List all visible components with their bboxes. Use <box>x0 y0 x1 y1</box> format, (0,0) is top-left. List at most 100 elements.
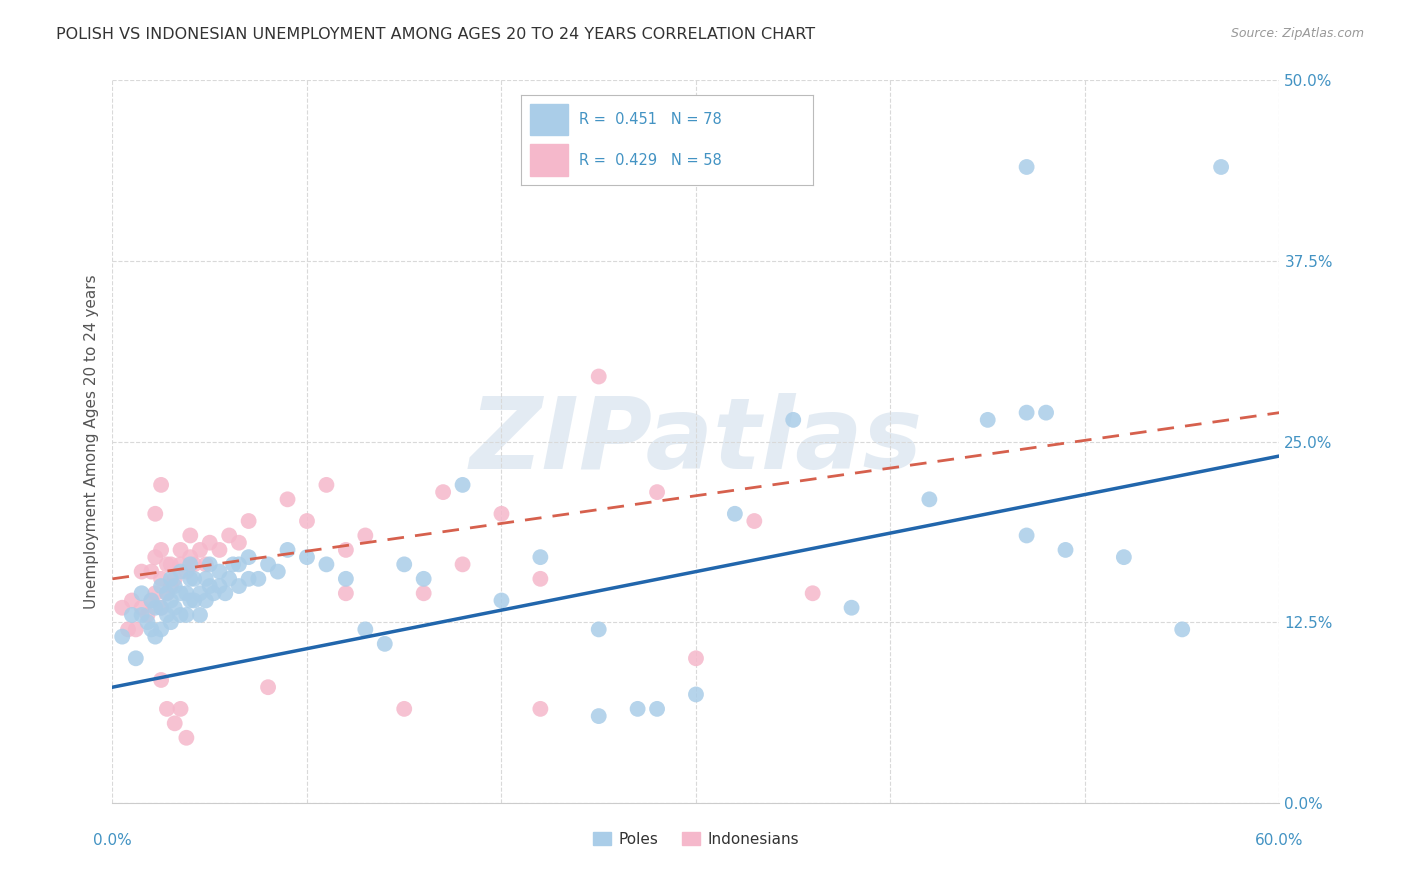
Point <box>143 586 166 600</box>
Point <box>111 630 134 644</box>
Point <box>150 623 173 637</box>
Point <box>160 593 183 607</box>
Point <box>194 558 217 572</box>
Point <box>782 413 804 427</box>
Point <box>238 550 260 565</box>
Point <box>163 600 186 615</box>
Point <box>156 586 179 600</box>
Point <box>160 572 183 586</box>
Point <box>218 572 240 586</box>
Point <box>179 558 201 572</box>
Point <box>208 579 231 593</box>
Point <box>354 623 377 637</box>
Point <box>156 558 179 572</box>
Point <box>131 586 153 600</box>
Point <box>685 687 707 701</box>
Point <box>150 542 173 557</box>
Point <box>183 558 205 572</box>
Point <box>412 586 434 600</box>
Point <box>1015 406 1038 420</box>
Point <box>202 586 225 600</box>
Point <box>194 593 217 607</box>
Point <box>315 478 337 492</box>
Point <box>374 637 396 651</box>
Point <box>136 615 159 630</box>
Point <box>1171 623 1194 637</box>
Point <box>111 600 134 615</box>
Point <box>121 607 143 622</box>
Point <box>141 623 163 637</box>
Point <box>976 413 998 427</box>
Point <box>125 651 148 665</box>
Point <box>1015 528 1038 542</box>
Point <box>169 702 191 716</box>
Point <box>160 615 183 630</box>
Point <box>156 586 179 600</box>
Point <box>801 586 824 600</box>
Y-axis label: Unemployment Among Ages 20 to 24 years: Unemployment Among Ages 20 to 24 years <box>83 274 98 609</box>
Point <box>432 485 454 500</box>
Point <box>276 542 298 557</box>
Point <box>188 542 211 557</box>
Point <box>228 579 250 593</box>
Point <box>176 586 198 600</box>
Point <box>724 507 747 521</box>
Point <box>121 593 143 607</box>
Point <box>188 586 211 600</box>
Point <box>394 558 416 572</box>
Point <box>335 586 357 600</box>
Point <box>169 558 191 572</box>
Point <box>179 593 201 607</box>
Point <box>228 535 250 549</box>
Point <box>529 550 551 565</box>
Point <box>295 514 318 528</box>
Point <box>131 607 153 622</box>
Legend: Poles, Indonesians: Poles, Indonesians <box>586 826 806 853</box>
Point <box>198 558 221 572</box>
Point <box>183 572 205 586</box>
Point <box>194 572 217 586</box>
Text: 60.0%: 60.0% <box>1256 833 1303 848</box>
Point <box>163 716 186 731</box>
Point <box>169 586 191 600</box>
Point <box>141 593 163 607</box>
Point <box>176 607 198 622</box>
Point <box>841 600 863 615</box>
Point <box>169 565 191 579</box>
Point <box>588 709 610 723</box>
Point <box>150 600 173 615</box>
Point <box>169 607 191 622</box>
Point <box>257 558 280 572</box>
Point <box>1035 406 1057 420</box>
Point <box>529 702 551 716</box>
Point <box>179 550 201 565</box>
Point <box>1054 542 1077 557</box>
Point <box>238 572 260 586</box>
Point <box>1015 160 1038 174</box>
Point <box>208 542 231 557</box>
Point <box>451 478 474 492</box>
Point <box>131 600 153 615</box>
Point <box>491 593 513 607</box>
Point <box>627 702 650 716</box>
Point <box>136 607 159 622</box>
Point <box>143 550 166 565</box>
Point <box>335 542 357 557</box>
Text: ZIPatlas: ZIPatlas <box>470 393 922 490</box>
Point <box>588 369 610 384</box>
Point <box>491 507 513 521</box>
Point <box>451 558 474 572</box>
Point <box>179 572 201 586</box>
Point <box>198 579 221 593</box>
Point <box>163 579 186 593</box>
Point <box>394 702 416 716</box>
Point <box>131 565 153 579</box>
Point <box>529 572 551 586</box>
Point <box>412 572 434 586</box>
Point <box>228 558 250 572</box>
Point <box>169 542 191 557</box>
Point <box>354 528 377 542</box>
Point <box>218 528 240 542</box>
Point <box>685 651 707 665</box>
Point <box>143 630 166 644</box>
